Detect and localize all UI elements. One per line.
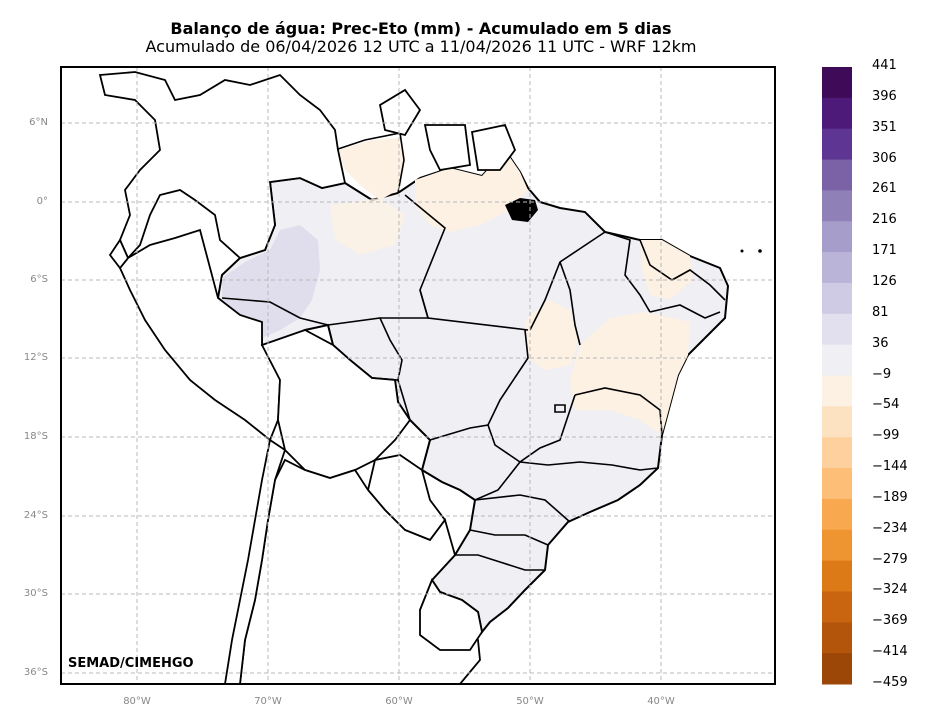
colorbar (822, 67, 852, 685)
colorbar-swatch (822, 653, 852, 685)
colorbar-swatch (822, 252, 852, 284)
atlantic-island (740, 249, 744, 253)
lat-label: 6°N (29, 117, 48, 128)
colorbar-swatch (822, 529, 852, 562)
colorbar-swatch (822, 159, 852, 191)
colorbar-tick-label: −324 (872, 582, 908, 598)
credit-label: SEMAD/CIMEHGO (68, 656, 194, 671)
lon-label: 50°W (516, 696, 544, 707)
colorbar-swatch (822, 67, 852, 99)
colorbar-swatch (822, 375, 852, 407)
colorbar-tick-label: 396 (872, 88, 897, 104)
colorbar-tick-label: −459 (872, 675, 908, 690)
lat-label: 24°S (23, 510, 48, 521)
northeast-negative-patch (570, 312, 690, 435)
ecuador-outline (108, 238, 130, 270)
lat-label: 36°S (23, 667, 48, 678)
north-negative-patch (338, 138, 404, 200)
colorbar-tick-label: 36 (872, 335, 889, 351)
colorbar-swatch (822, 313, 852, 346)
ceara-negative-patch (640, 240, 692, 300)
colorbar-tick-label: 171 (872, 243, 897, 259)
colorbar-tick-label: 306 (872, 150, 897, 166)
colorbar-tick-label: 126 (872, 273, 897, 289)
lat-label: 12°S (23, 352, 48, 363)
colorbar-tick-label: 81 (872, 304, 889, 320)
colorbar-tick-label: −414 (872, 644, 908, 660)
lon-label: 70°W (254, 696, 282, 707)
colorbar-tick-label: 216 (872, 212, 897, 228)
lon-label: 80°W (123, 696, 151, 707)
map-subtitle: Acumulado de 06/04/2026 12 UTC a 11/04/2… (145, 37, 697, 56)
amazon-positive-patch (222, 225, 320, 338)
lat-label: 6°S (30, 274, 48, 285)
colorbar-swatch (822, 591, 852, 623)
map-frame (60, 66, 776, 685)
colorbar-swatch (822, 344, 852, 376)
lon-label: 40°W (647, 696, 675, 707)
colorbar-tick-label: 351 (872, 119, 897, 135)
venezuela-colombia-outline (98, 71, 347, 260)
lat-label: 30°S (23, 588, 48, 599)
bolivia-outline (260, 329, 412, 479)
map-title: Balanço de água: Prec-Eto (mm) - Acumula… (170, 19, 672, 38)
french-guiana-outline (470, 123, 517, 171)
colorbar-tick-label: 441 (872, 58, 897, 73)
colorbar-swatch (822, 622, 852, 654)
colorbar-tick-label: −54 (872, 397, 900, 413)
state-borders (221, 132, 726, 571)
lat-label: 18°S (23, 431, 48, 442)
tocantins-negative-patch (525, 300, 578, 370)
colorbar-swatch (822, 97, 852, 130)
colorbar-swatch (822, 560, 852, 592)
colorbar-swatch (822, 190, 852, 222)
colorbar-tick-label: −279 (872, 551, 908, 567)
gridlines (61, 67, 775, 684)
chile-outline (224, 438, 287, 684)
colorbar-tick-label: 261 (872, 181, 897, 197)
atlantic-island (758, 249, 762, 253)
neighbor-countries (98, 71, 517, 684)
colorbar-tick-label: −189 (872, 489, 908, 505)
colorbar-swatch (822, 128, 852, 161)
suriname-outline (423, 124, 472, 171)
colorbar-swatch (822, 221, 852, 253)
lat-label: 0° (36, 196, 48, 207)
uruguay-outline (419, 578, 483, 651)
colorbar-swatch (822, 498, 852, 531)
colorbar-tick-label: −144 (872, 459, 908, 475)
colorbar-tick-label: −9 (872, 366, 892, 382)
colorbar-swatch (822, 437, 852, 469)
colorbar-swatch (822, 406, 852, 438)
colorbar-tick-label: −99 (872, 428, 900, 444)
colorbar-swatch (822, 468, 852, 500)
colorbar-swatch (822, 282, 852, 315)
colorbar-tick-label: −234 (872, 520, 908, 536)
amazonas-neg-patch (330, 198, 405, 255)
lon-label: 60°W (385, 696, 413, 707)
colorbar-tick-label: −369 (872, 613, 908, 629)
